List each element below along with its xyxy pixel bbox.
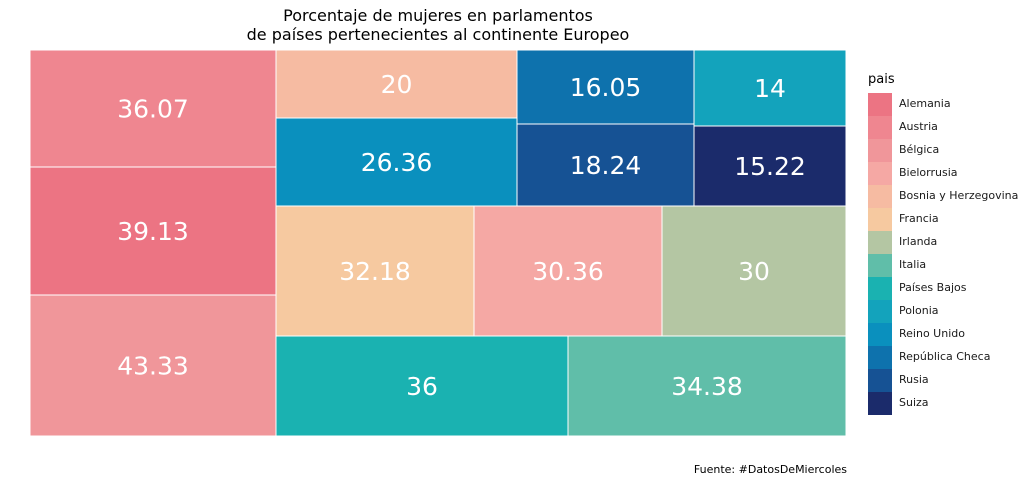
legend-label: Polonia — [899, 304, 939, 317]
tile-value-label: 30.36 — [532, 257, 604, 286]
legend-swatch — [868, 369, 892, 392]
legend-label: Reino Unido — [899, 327, 965, 340]
legend-swatch — [868, 254, 892, 277]
legend-item: Suiza — [868, 392, 1028, 415]
legend-swatch — [868, 277, 892, 300]
tile-value-label: 16.05 — [570, 73, 642, 102]
tile-value-label: 14 — [754, 74, 786, 103]
legend-item: Polonia — [868, 300, 1028, 323]
treemap-tile — [473, 205, 663, 337]
legend-swatch — [868, 185, 892, 208]
legend-label: Países Bajos — [899, 281, 967, 294]
legend-item: Francia — [868, 208, 1028, 231]
tile-value-label: 18.24 — [570, 151, 642, 180]
treemap-tile — [516, 123, 695, 207]
legend-title: pais — [868, 72, 895, 87]
legend-swatch — [868, 231, 892, 254]
legend-swatch — [868, 139, 892, 162]
legend-item: Austria — [868, 116, 1028, 139]
tile-value-label: 20 — [381, 70, 413, 99]
treemap-tile — [661, 205, 847, 337]
legend-label: Suiza — [899, 396, 929, 409]
legend-item: Reino Unido — [868, 323, 1028, 346]
treemap-tile — [275, 117, 518, 207]
tile-value-label: 34.38 — [671, 372, 743, 401]
chart-title-line-2: de países pertenecientes al continente E… — [246, 25, 630, 44]
legend-item: Bielorrusia — [868, 162, 1028, 185]
legend-label: Rusia — [899, 373, 929, 386]
tile-value-label: 15.22 — [734, 152, 806, 181]
tile-value-label: 39.13 — [117, 217, 189, 246]
legend-item: Países Bajos — [868, 277, 1028, 300]
treemap-tile — [29, 49, 277, 168]
treemap-tile — [29, 294, 277, 437]
tile-value-label: 36.07 — [117, 95, 189, 124]
legend-item: Rusia — [868, 369, 1028, 392]
tile-value-label: 30 — [738, 257, 770, 286]
legend-swatch — [868, 392, 892, 415]
treemap-tile — [516, 49, 695, 125]
legend-label: Alemania — [899, 97, 951, 110]
treemap-tile — [693, 125, 847, 207]
legend-item: Bosnia y Herzegovina — [868, 185, 1028, 208]
legend-label: Bosnia y Herzegovina — [899, 189, 1019, 202]
legend-swatch — [868, 93, 892, 116]
legend-label: Francia — [899, 212, 939, 225]
legend-label: Bielorrusia — [899, 166, 958, 179]
legend-item: Italia — [868, 254, 1028, 277]
legend-label: Irlanda — [899, 235, 938, 248]
treemap-tile — [693, 49, 847, 127]
legend-swatch — [868, 162, 892, 185]
legend-label: República Checa — [899, 350, 991, 363]
legend-swatch — [868, 346, 892, 369]
treemap-tile — [29, 166, 277, 296]
tile-value-label: 36 — [406, 372, 438, 401]
tile-value-label: 43.33 — [117, 352, 189, 381]
legend-item: Alemania — [868, 93, 1028, 116]
source-caption: Fuente: #DatosDeMiercoles — [693, 463, 847, 476]
chart-title-line-1: Porcentaje de mujeres en parlamentos — [283, 6, 593, 25]
legend-swatch — [868, 323, 892, 346]
legend-item: Bélgica — [868, 139, 1028, 162]
legend-swatch — [868, 300, 892, 323]
legend-item: República Checa — [868, 346, 1028, 369]
legend-swatch — [868, 116, 892, 139]
legend-label: Italia — [899, 258, 927, 271]
legend-item: Irlanda — [868, 231, 1028, 254]
tile-value-label: 26.36 — [361, 148, 433, 177]
legend-swatch — [868, 208, 892, 231]
treemap-tile — [567, 335, 847, 437]
legend-label: Austria — [899, 120, 938, 133]
legend-label: Bélgica — [899, 143, 940, 156]
tile-value-label: 32.18 — [339, 257, 411, 286]
treemap-tile — [275, 205, 475, 337]
